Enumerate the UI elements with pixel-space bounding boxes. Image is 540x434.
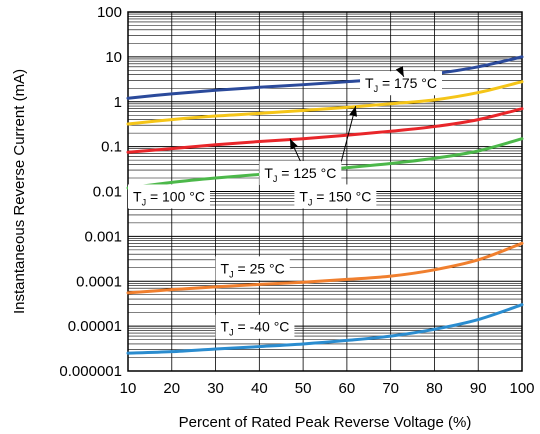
temperature-label: TJ = 100 °C bbox=[128, 184, 210, 209]
temperature-label: TJ = -40 °C bbox=[215, 314, 295, 339]
label-background bbox=[259, 160, 342, 185]
label-text: TJ = 100 °C bbox=[133, 188, 205, 207]
x-tick-label: 70 bbox=[382, 380, 399, 397]
x-tick-label: 30 bbox=[207, 380, 224, 397]
x-tick-label: 40 bbox=[251, 380, 268, 397]
y-tick-label: 0.01 bbox=[93, 184, 122, 201]
temperature-label: TJ = 125 °C bbox=[259, 138, 342, 185]
y-tick-label: 1 bbox=[114, 94, 122, 111]
series-line-3 bbox=[126, 107, 524, 154]
y-tick-label: 10 bbox=[105, 49, 122, 66]
label-arrow-head bbox=[349, 106, 358, 117]
y-tick-label: 0.0001 bbox=[76, 273, 122, 290]
label-arrow-head bbox=[395, 66, 404, 77]
series-line-1 bbox=[126, 55, 524, 100]
label-text: TJ = 25 °C bbox=[221, 260, 285, 279]
x-tick-label: 100 bbox=[509, 380, 534, 397]
x-axis-title: Percent of Rated Peak Reverse Voltage (%… bbox=[179, 414, 472, 431]
label-background bbox=[294, 184, 377, 209]
label-arrow-head bbox=[289, 138, 298, 150]
y-tick-label: 0.000001 bbox=[59, 363, 122, 380]
y-tick-labels: 0.000001 0.00001 0.0001 0.001 0.01 0.1 1 10 100 bbox=[59, 4, 122, 380]
x-tick-label: 80 bbox=[426, 380, 443, 397]
x-tick-label: 10 bbox=[120, 380, 137, 397]
temperature-label: TJ = 175 °C bbox=[360, 66, 443, 96]
temperature-label: TJ = 150 °C bbox=[294, 105, 377, 209]
y-axis-title: Instantaneous Reverse Current (mA) bbox=[11, 69, 28, 314]
x-tick-label: 90 bbox=[470, 380, 487, 397]
plot-grid bbox=[127, 12, 523, 372]
label-text: TJ = 125 °C bbox=[264, 165, 336, 184]
x-tick-labels: 10 20 30 40 50 60 70 80 90 100 bbox=[120, 380, 535, 397]
label-background bbox=[215, 256, 290, 281]
y-tick-label: 0.00001 bbox=[68, 318, 122, 335]
series-line-2 bbox=[126, 80, 524, 126]
label-text: TJ = 150 °C bbox=[299, 188, 371, 207]
series-line-5 bbox=[126, 241, 524, 295]
y-tick-label: 0.1 bbox=[101, 139, 122, 156]
temperature-label: TJ = 25 °C bbox=[215, 256, 290, 281]
x-tick-label: 50 bbox=[295, 380, 312, 397]
label-background bbox=[215, 314, 295, 339]
temperature-annotations: TJ = 175 °C TJ = 150 °C TJ = 125 °C TJ = 10… bbox=[128, 66, 443, 339]
x-tick-label: 60 bbox=[339, 380, 356, 397]
x-tick-label: 20 bbox=[163, 380, 180, 397]
label-background bbox=[128, 184, 210, 209]
label-text: TJ = 175 °C bbox=[365, 75, 437, 94]
series-line-6 bbox=[126, 303, 524, 355]
y-tick-label: 100 bbox=[97, 4, 122, 21]
label-background bbox=[360, 71, 443, 96]
label-text: TJ = -40 °C bbox=[221, 319, 290, 338]
y-tick-label: 0.001 bbox=[84, 228, 122, 245]
